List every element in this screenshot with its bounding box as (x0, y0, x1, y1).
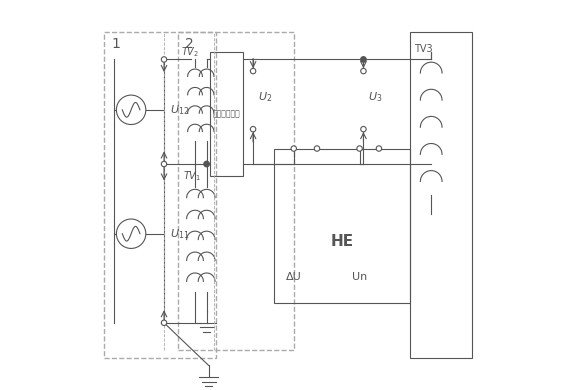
Circle shape (204, 161, 209, 167)
Circle shape (291, 146, 296, 151)
Circle shape (361, 57, 366, 62)
Circle shape (357, 146, 362, 151)
Text: $U_{11}$: $U_{11}$ (170, 228, 189, 241)
Circle shape (251, 68, 256, 74)
Text: TV3: TV3 (414, 44, 432, 54)
Circle shape (314, 146, 320, 151)
Text: $U_{12}$: $U_{12}$ (170, 104, 189, 117)
Text: 2: 2 (185, 37, 194, 51)
Circle shape (251, 126, 256, 132)
Circle shape (161, 161, 166, 167)
Text: 1: 1 (112, 37, 121, 51)
Text: 高压隔离单元: 高压隔离单元 (213, 109, 241, 118)
Text: Un: Un (352, 272, 367, 282)
Text: ΔU: ΔU (286, 272, 301, 282)
Circle shape (161, 57, 166, 62)
Circle shape (361, 68, 366, 74)
Text: $TV_2$: $TV_2$ (181, 46, 200, 59)
Circle shape (361, 126, 366, 132)
Text: $U_2$: $U_2$ (258, 90, 272, 104)
Text: $U_3$: $U_3$ (368, 90, 383, 104)
Text: $TV_1$: $TV_1$ (184, 170, 201, 183)
Text: HE: HE (331, 234, 353, 249)
Circle shape (161, 320, 166, 326)
Circle shape (376, 146, 382, 151)
